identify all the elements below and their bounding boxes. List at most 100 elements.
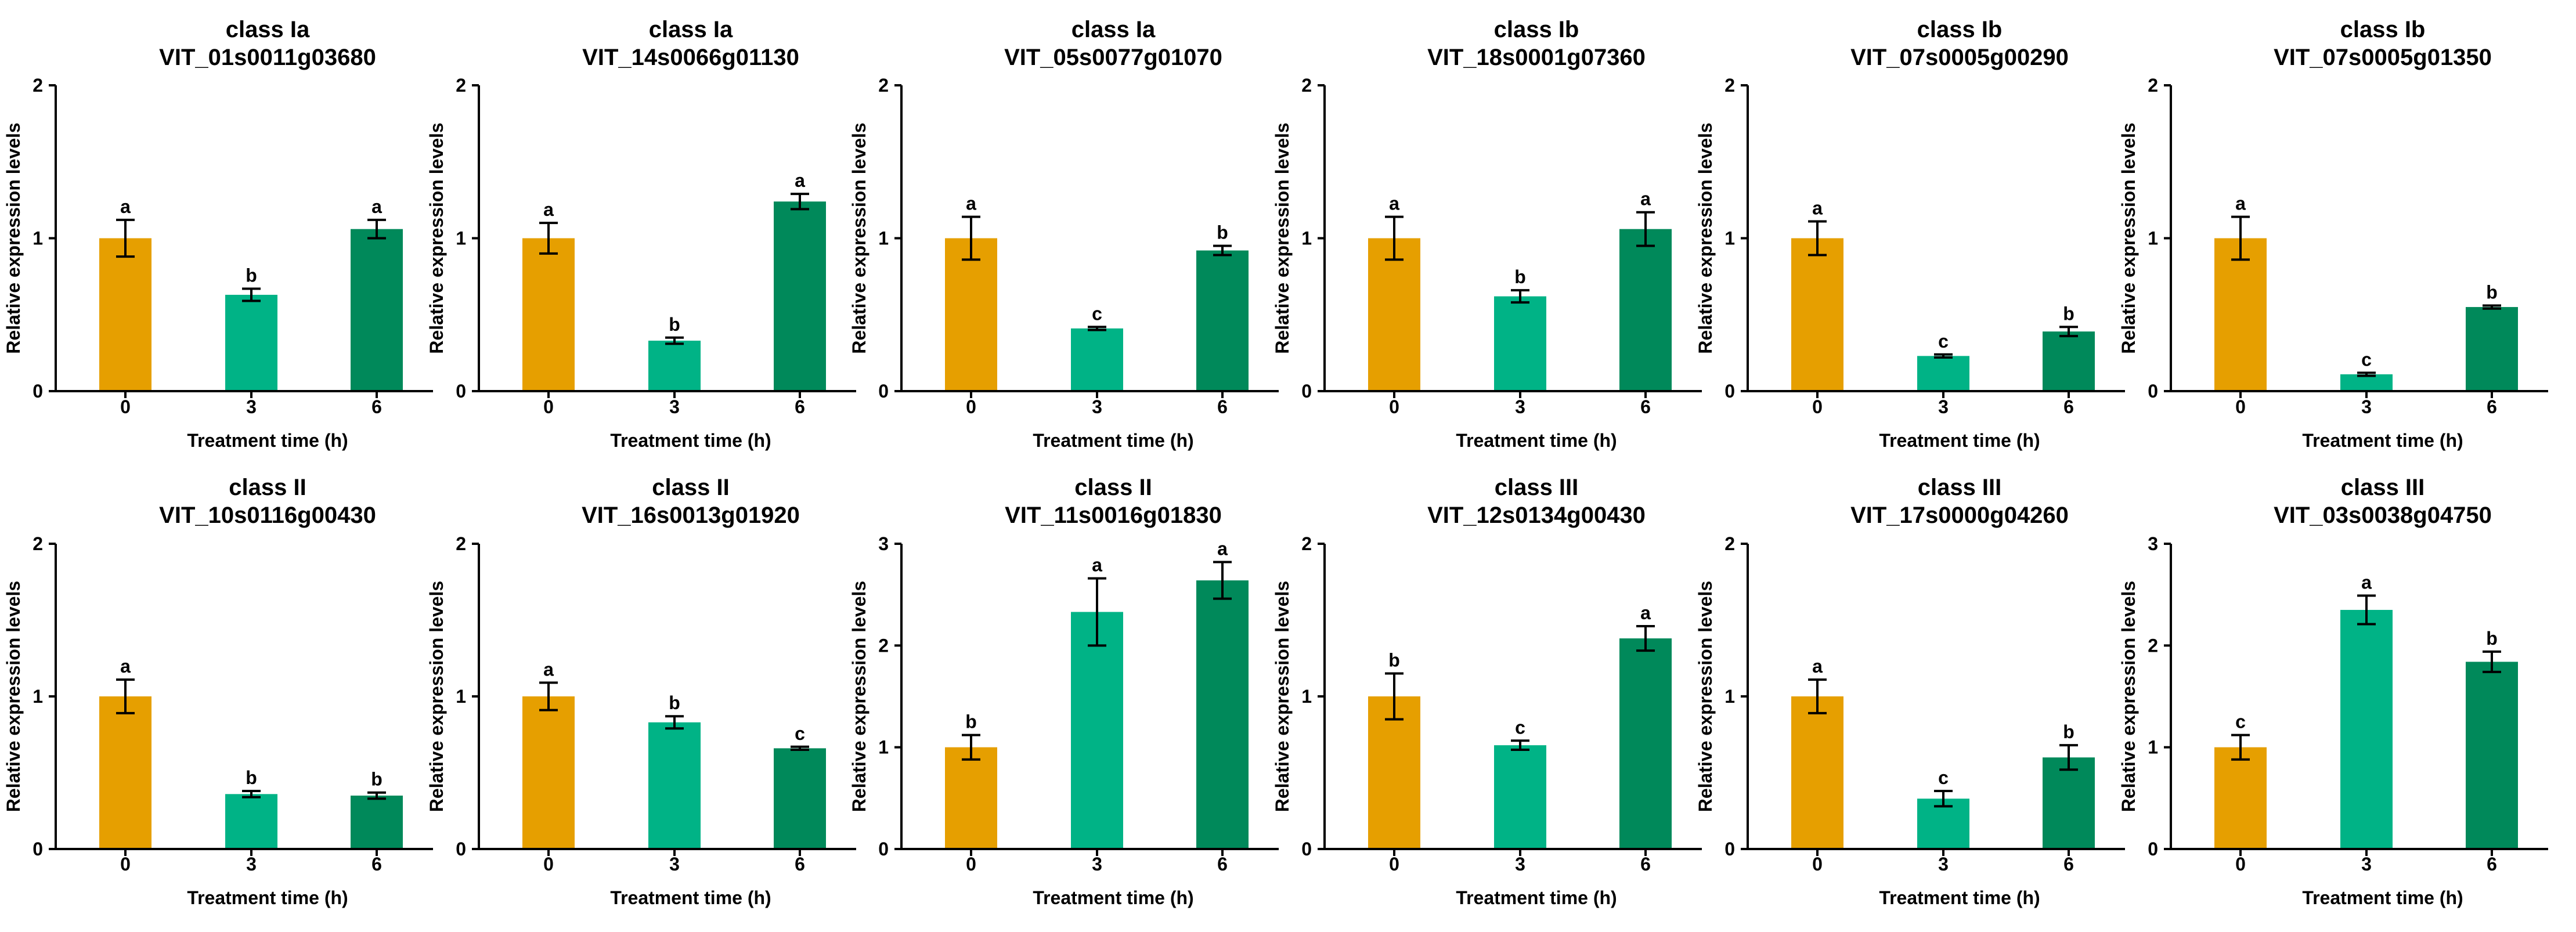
x-axis-label: Treatment time (h) <box>1033 887 1193 908</box>
bar-0h <box>1368 696 1420 849</box>
bar-3h <box>2340 609 2393 849</box>
chart-gene-title: VIT_11s0016g01830 <box>1005 503 1222 528</box>
significance-letter: b <box>2486 628 2498 649</box>
significance-letter: a <box>371 196 382 217</box>
y-axis-label: Relative expression levels <box>1695 581 1716 812</box>
chart-class-label: class Ib <box>1917 17 2003 42</box>
x-axis-label: Treatment time (h) <box>2302 430 2463 451</box>
x-tick-label: 6 <box>1217 854 1228 875</box>
y-tick-label: 3 <box>2148 533 2158 554</box>
chart-panel-4: class Ib VIT_18s0001g07360 Relative expres… <box>1272 17 1702 451</box>
bar-0h <box>1368 238 1420 391</box>
y-axis-label: Relative expression levels <box>1272 122 1293 353</box>
x-axis-label: Treatment time (h) <box>1879 430 2040 451</box>
bar-3h <box>1917 356 1969 391</box>
x-tick-label: 0 <box>120 396 131 417</box>
significance-letter: b <box>246 767 257 788</box>
x-axis-label: Treatment time (h) <box>187 887 348 908</box>
significance-letter: b <box>669 314 680 335</box>
chart-class-label: class II <box>1074 475 1152 500</box>
y-axis-label: Relative expression levels <box>1272 581 1293 812</box>
x-tick-label: 0 <box>2235 396 2246 417</box>
y-tick-label: 2 <box>2148 75 2158 96</box>
y-axis-label: Relative expression levels <box>849 122 870 353</box>
y-tick-label: 0 <box>33 381 43 402</box>
chart-class-label: class III <box>1918 475 2002 500</box>
chart-class-label: class Ib <box>1494 17 1579 42</box>
significance-letter: b <box>965 711 977 732</box>
y-axis-label: Relative expression levels <box>426 581 447 812</box>
x-tick-label: 0 <box>1389 396 1399 417</box>
x-axis-label: Treatment time (h) <box>1456 887 1617 908</box>
significance-letter: c <box>2361 349 2372 370</box>
bar-0h <box>99 238 151 391</box>
y-tick-label: 2 <box>456 75 466 96</box>
x-tick-label: 3 <box>1092 396 1102 417</box>
significance-letter: b <box>246 265 257 286</box>
y-tick-label: 0 <box>878 381 889 402</box>
significance-letter: b <box>669 692 680 713</box>
chart-panel-10: class III VIT_12s0134g00430 Relative expre… <box>1272 475 1702 908</box>
significance-letter: b <box>1388 650 1400 671</box>
x-tick-label: 0 <box>543 854 554 875</box>
chart-gene-title: VIT_12s0134g00430 <box>1427 503 1646 528</box>
y-tick-label: 1 <box>878 228 889 249</box>
chart-class-label: class II <box>229 475 306 500</box>
chart-panel-5: class Ib VIT_07s0005g00290 Relative expres… <box>1695 17 2125 451</box>
chart-gene-title: VIT_18s0001g07360 <box>1427 45 1646 70</box>
chart-panel-7: class II VIT_10s0116g00430 Relative expres… <box>3 475 433 908</box>
bar-0h <box>1791 696 1843 849</box>
y-axis-label: Relative expression levels <box>2118 122 2139 353</box>
bar-0h <box>2214 747 2267 849</box>
significance-letter: a <box>1640 189 1651 209</box>
y-tick-label: 2 <box>1301 75 1312 96</box>
significance-letter: a <box>795 170 805 191</box>
significance-letter: c <box>1938 767 1949 788</box>
y-tick-label: 3 <box>878 533 889 554</box>
chart-panel-2: class Ia VIT_14s0066g01130 Relative expres… <box>426 17 856 451</box>
x-tick-label: 3 <box>669 396 680 417</box>
significance-letter: b <box>1217 222 1228 243</box>
x-tick-label: 6 <box>1640 854 1651 875</box>
y-axis-label: Relative expression levels <box>2118 581 2139 812</box>
x-tick-label: 0 <box>120 854 131 875</box>
significance-letter: a <box>1812 198 1823 219</box>
chart-panel-11: class III VIT_17s0000g04260 Relative expre… <box>1695 475 2125 908</box>
significance-letter: a <box>120 656 131 677</box>
significance-letter: b <box>2063 303 2074 324</box>
y-tick-label: 2 <box>1301 533 1312 554</box>
x-tick-label: 6 <box>2487 396 2497 417</box>
bar-0h <box>2214 238 2267 391</box>
bar-6h <box>351 795 403 849</box>
y-axis-label: Relative expression levels <box>3 122 24 353</box>
x-tick-label: 6 <box>1640 396 1651 417</box>
significance-letter: c <box>2235 711 2246 732</box>
y-tick-label: 0 <box>1301 381 1312 402</box>
bar-6h <box>774 201 826 391</box>
y-tick-label: 0 <box>1724 381 1735 402</box>
x-axis-label: Treatment time (h) <box>1033 430 1193 451</box>
bar-6h <box>2466 662 2518 849</box>
chart-gene-title: VIT_07s0005g01350 <box>2274 45 2492 70</box>
x-tick-label: 0 <box>1812 396 1823 417</box>
bar-6h <box>1619 638 1672 849</box>
bar-0h <box>945 747 997 849</box>
significance-letter: a <box>543 659 554 680</box>
significance-letter: a <box>1812 656 1823 677</box>
x-tick-label: 0 <box>1389 854 1399 875</box>
significance-letter: a <box>1389 193 1399 214</box>
x-tick-label: 6 <box>371 854 382 875</box>
bar-3h <box>648 341 701 391</box>
y-tick-label: 2 <box>2148 635 2158 656</box>
bar-3h <box>648 722 701 849</box>
chart-gene-title: VIT_05s0077g01070 <box>1004 45 1222 70</box>
bar-6h <box>1196 580 1249 849</box>
bar-3h <box>2340 374 2393 391</box>
significance-letter: c <box>1938 331 1949 352</box>
bar-3h <box>1071 328 1123 391</box>
y-tick-label: 1 <box>2148 228 2158 249</box>
y-axis-label: Relative expression levels <box>1695 122 1716 353</box>
y-tick-label: 2 <box>33 533 43 554</box>
y-tick-label: 0 <box>2148 839 2158 859</box>
chart-gene-title: VIT_14s0066g01130 <box>582 45 799 70</box>
